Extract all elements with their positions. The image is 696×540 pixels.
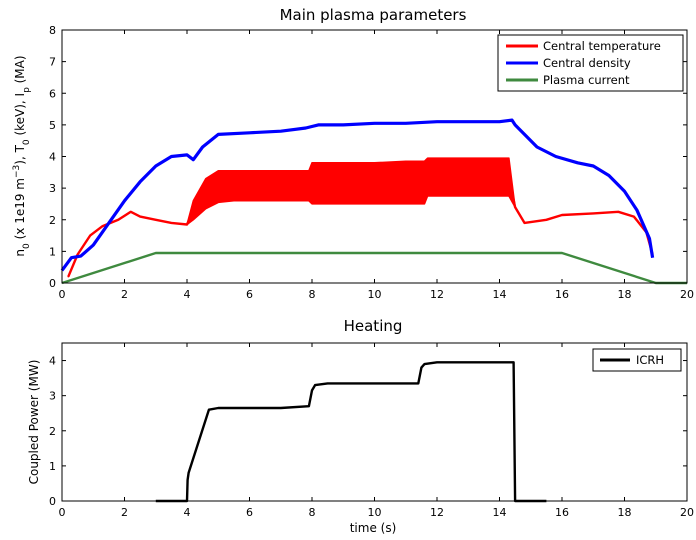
heating-x-tick-label: 10 bbox=[368, 506, 382, 519]
legend-label-plasma-current: Plasma current bbox=[543, 73, 630, 87]
heating-y-tick-label: 0 bbox=[49, 495, 56, 508]
main-x-tick-label: 6 bbox=[246, 288, 253, 301]
heating-plot-area bbox=[155, 361, 547, 503]
heating-y-tick-label: 4 bbox=[49, 355, 56, 368]
main-x-tick-label: 12 bbox=[430, 288, 444, 301]
main-y-axis-label: n0 (x 1e19 m−3), T0 (keV), Ip (MA) bbox=[12, 55, 32, 256]
main-y-tick-label: 8 bbox=[49, 24, 56, 37]
main-plot-area bbox=[60, 118, 687, 285]
heating-x-tick-label: 20 bbox=[680, 506, 694, 519]
heating-x-tick-label: 6 bbox=[246, 506, 253, 519]
main-x-tick-label: 14 bbox=[493, 288, 507, 301]
series-line-plasma-current bbox=[61, 251, 687, 285]
main-x-tick-label: 0 bbox=[59, 288, 66, 301]
heating-x-tick-label: 14 bbox=[493, 506, 507, 519]
main-chart-title: Main plasma parameters bbox=[280, 6, 467, 24]
legend-label-icrh: ICRH bbox=[636, 353, 664, 367]
heating-x-tick-label: 12 bbox=[430, 506, 444, 519]
main-x-tick-label: 16 bbox=[555, 288, 569, 301]
legend-label-central-density: Central density bbox=[543, 56, 631, 70]
main-x-tick-label: 8 bbox=[309, 288, 316, 301]
heating-y-tick-label: 3 bbox=[49, 390, 56, 403]
main-y-tick-label: 4 bbox=[49, 151, 56, 164]
series-line-central-density bbox=[60, 118, 655, 272]
series-line-central-temperature bbox=[67, 175, 654, 278]
main-chart: Main plasma parameters 0 2 4 6 8 10 12 14 16 18 20… bbox=[12, 6, 694, 301]
heating-legend-box bbox=[592, 348, 682, 372]
heating-x-tick-label: 8 bbox=[309, 506, 316, 519]
main-y-tick-label: 2 bbox=[49, 214, 56, 227]
heating-x-tick-label: 18 bbox=[618, 506, 632, 519]
main-y-tick-label: 7 bbox=[49, 56, 56, 69]
main-y-tick-label: 5 bbox=[49, 119, 56, 132]
main-x-tick-label: 2 bbox=[121, 288, 128, 301]
heating-chart-title: Heating bbox=[344, 317, 403, 335]
main-x-tick-label: 4 bbox=[184, 288, 191, 301]
main-y-tick-label: 0 bbox=[49, 277, 56, 290]
series-band-central-temperature bbox=[67, 157, 654, 278]
heating-legend: ICRH bbox=[592, 348, 682, 372]
main-x-tick-label: 20 bbox=[680, 288, 694, 301]
main-y-tick-label: 6 bbox=[49, 87, 56, 100]
heating-x-tick-label: 0 bbox=[59, 506, 66, 519]
series-line-icrh bbox=[155, 361, 547, 503]
main-y-tick-label: 3 bbox=[49, 182, 56, 195]
heating-y-tick-label: 1 bbox=[49, 460, 56, 473]
heating-y-axis-label: Coupled Power (MW) bbox=[27, 360, 41, 485]
heating-y-tick-label: 2 bbox=[49, 425, 56, 438]
heating-x-tick-label: 16 bbox=[555, 506, 569, 519]
heating-x-tick-label: 2 bbox=[121, 506, 128, 519]
main-x-tick-label: 10 bbox=[368, 288, 382, 301]
heating-x-tick-label: 4 bbox=[184, 506, 191, 519]
legend-label-central-temperature: Central temperature bbox=[543, 39, 661, 53]
main-legend: Central temperature Central density Plas… bbox=[497, 34, 684, 92]
main-y-tick-label: 1 bbox=[49, 245, 56, 258]
heating-x-axis-label: time (s) bbox=[350, 521, 397, 535]
main-x-tick-label: 18 bbox=[618, 288, 632, 301]
